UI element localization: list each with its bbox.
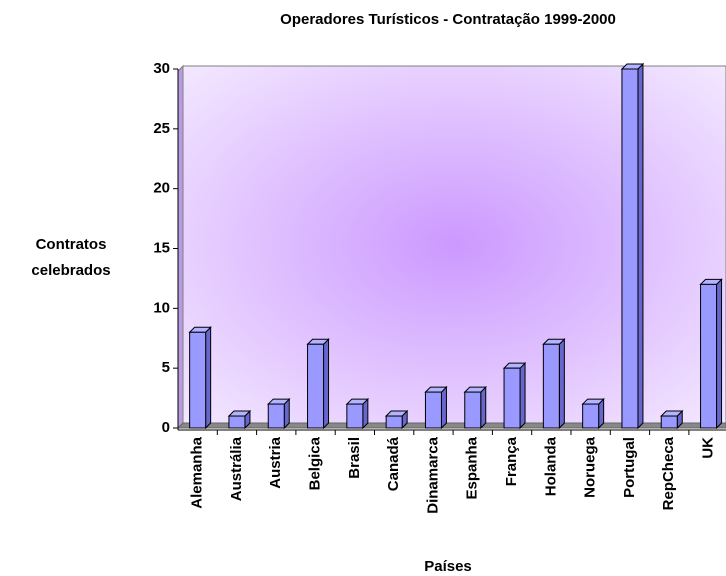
bar — [660, 409, 684, 430]
bar — [424, 385, 448, 430]
x-tick-label: França — [503, 436, 520, 486]
bar — [188, 326, 212, 430]
bar-front — [503, 367, 521, 429]
bar-side — [637, 62, 644, 430]
bar-side — [440, 385, 447, 430]
x-tick-label: Noruega — [582, 436, 599, 498]
bar-front — [385, 415, 403, 429]
x-tick-label: RepCheca — [660, 436, 677, 510]
bar-front — [424, 391, 442, 429]
back-wall — [182, 65, 726, 424]
bar — [542, 338, 566, 430]
bar — [267, 397, 291, 430]
x-tick-label: Canadá — [385, 436, 402, 491]
bar-front — [542, 343, 560, 429]
y-axis-label: Contratos celebrados — [31, 236, 111, 279]
x-tick-label: Espanha — [464, 436, 481, 499]
x-tick-label: Holanda — [542, 436, 559, 496]
bar — [502, 361, 527, 430]
bar-front — [700, 283, 718, 429]
bar — [699, 278, 723, 430]
x-tick-label: UK — [700, 437, 717, 459]
y-tick-label: 10 — [153, 299, 170, 316]
bar-side — [205, 326, 212, 430]
x-tick-label: Belgica — [307, 436, 324, 490]
bar — [345, 397, 370, 430]
bar-side — [519, 361, 526, 430]
chart-title: Operadores Turísticos - Contratação 1999… — [280, 11, 616, 28]
bar-side — [716, 278, 723, 430]
x-tick-label: Austrália — [228, 436, 245, 501]
side-wall — [177, 64, 184, 430]
bar-front — [464, 391, 482, 429]
bar-front — [228, 415, 246, 429]
bar-front — [582, 403, 600, 429]
x-tick-label: Portugal — [621, 437, 638, 498]
y-tick-label: 20 — [153, 180, 170, 197]
bar-side — [323, 338, 330, 430]
x-tick-label: Brasil — [346, 437, 363, 479]
bar — [306, 338, 330, 430]
bar — [384, 409, 409, 430]
bar — [227, 409, 252, 430]
floor — [176, 422, 726, 429]
x-tick-label: Austria — [267, 436, 284, 488]
y-tick-label: 0 — [162, 419, 170, 436]
bar-front — [267, 403, 285, 429]
bar-side — [558, 338, 565, 430]
bar-front — [346, 403, 364, 429]
bar-front — [307, 343, 325, 429]
y-tick-label: 30 — [153, 60, 170, 77]
bar-side — [480, 385, 487, 430]
x-tick-label: Dinamarca — [424, 436, 441, 513]
x-tick-label: Alemanha — [189, 436, 206, 508]
bar — [581, 397, 605, 430]
bar-front — [189, 331, 207, 429]
bar-front — [660, 415, 678, 429]
x-axis-label: Países — [424, 558, 472, 575]
bar-front — [621, 68, 639, 429]
bar — [463, 385, 487, 430]
bar — [620, 62, 645, 430]
y-tick-label: 5 — [162, 359, 170, 376]
y-tick-label: 15 — [153, 239, 170, 256]
y-tick-label: 25 — [153, 120, 170, 137]
